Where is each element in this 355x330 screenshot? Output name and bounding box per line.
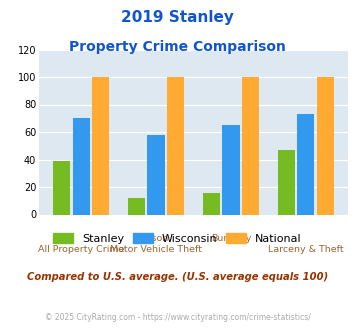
Bar <box>278 150 295 214</box>
Bar <box>317 77 334 214</box>
Bar <box>92 77 109 214</box>
Text: Larceny & Theft: Larceny & Theft <box>268 245 344 254</box>
Text: Property Crime Comparison: Property Crime Comparison <box>69 40 286 53</box>
Bar <box>203 192 220 214</box>
Bar <box>147 135 165 214</box>
Legend: Stanley, Wisconsin, National: Stanley, Wisconsin, National <box>50 230 305 248</box>
Bar <box>242 77 259 214</box>
Text: 2019 Stanley: 2019 Stanley <box>121 10 234 25</box>
Bar <box>222 125 240 214</box>
Text: Arson: Arson <box>142 234 170 243</box>
Text: Motor Vehicle Theft: Motor Vehicle Theft <box>110 245 202 254</box>
Bar <box>72 118 90 214</box>
Bar <box>297 114 315 214</box>
Text: © 2025 CityRating.com - https://www.cityrating.com/crime-statistics/: © 2025 CityRating.com - https://www.city… <box>45 314 310 322</box>
Bar <box>53 161 70 214</box>
Text: All Property Crime: All Property Crime <box>38 245 124 254</box>
Bar <box>167 77 184 214</box>
Bar <box>128 198 145 214</box>
Text: Compared to U.S. average. (U.S. average equals 100): Compared to U.S. average. (U.S. average … <box>27 272 328 282</box>
Text: Burglary: Burglary <box>211 234 251 243</box>
